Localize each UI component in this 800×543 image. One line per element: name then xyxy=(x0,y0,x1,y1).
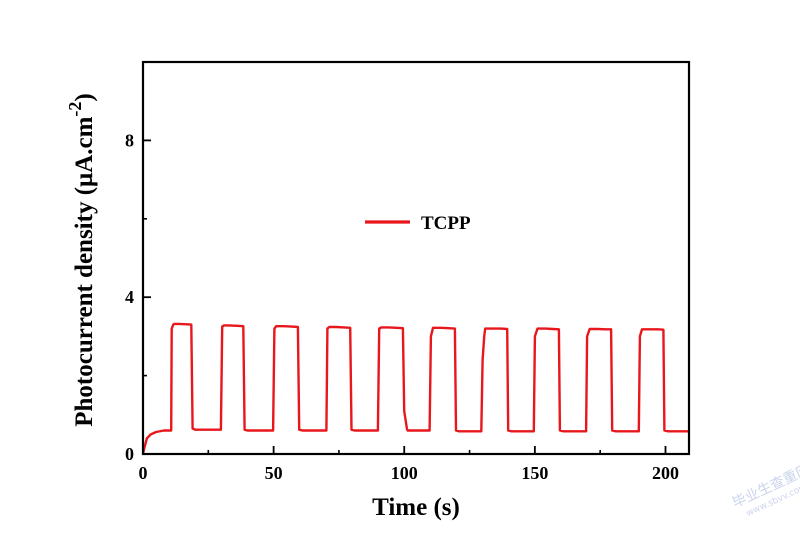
y-tick-label: 4 xyxy=(125,287,134,307)
plot-frame xyxy=(141,60,691,456)
y-axis-title: Photocurrent density (μA.cm-2) xyxy=(65,93,98,427)
x-tick-label: 100 xyxy=(391,463,418,483)
y-axis-title-group: Photocurrent density (μA.cm-2) xyxy=(65,93,98,427)
y-tick-label: 8 xyxy=(125,130,134,150)
x-tick-label: 150 xyxy=(521,463,548,483)
legend-label-tcpp: TCPP xyxy=(421,213,471,234)
y-axis-title-superscript: -2 xyxy=(65,102,85,117)
y-axis-title-main: Photocurrent density (μA.cm xyxy=(71,116,98,426)
x-tick-label: 0 xyxy=(139,463,148,483)
axes: 0 50 100 150 200 0 4 8 xyxy=(125,60,691,483)
x-axis-title: Time (s) xyxy=(372,494,460,521)
x-tick-label: 200 xyxy=(652,463,679,483)
watermark: 毕业生查重网 www.sbvv.com xyxy=(730,462,800,519)
y-tick-label: 0 xyxy=(125,444,134,464)
plot-area xyxy=(141,322,689,455)
legend: TCPP xyxy=(365,213,471,234)
x-tick-label: 50 xyxy=(265,463,283,483)
series-line-tcpp xyxy=(141,322,689,455)
y-axis-title-close: ) xyxy=(71,93,98,101)
